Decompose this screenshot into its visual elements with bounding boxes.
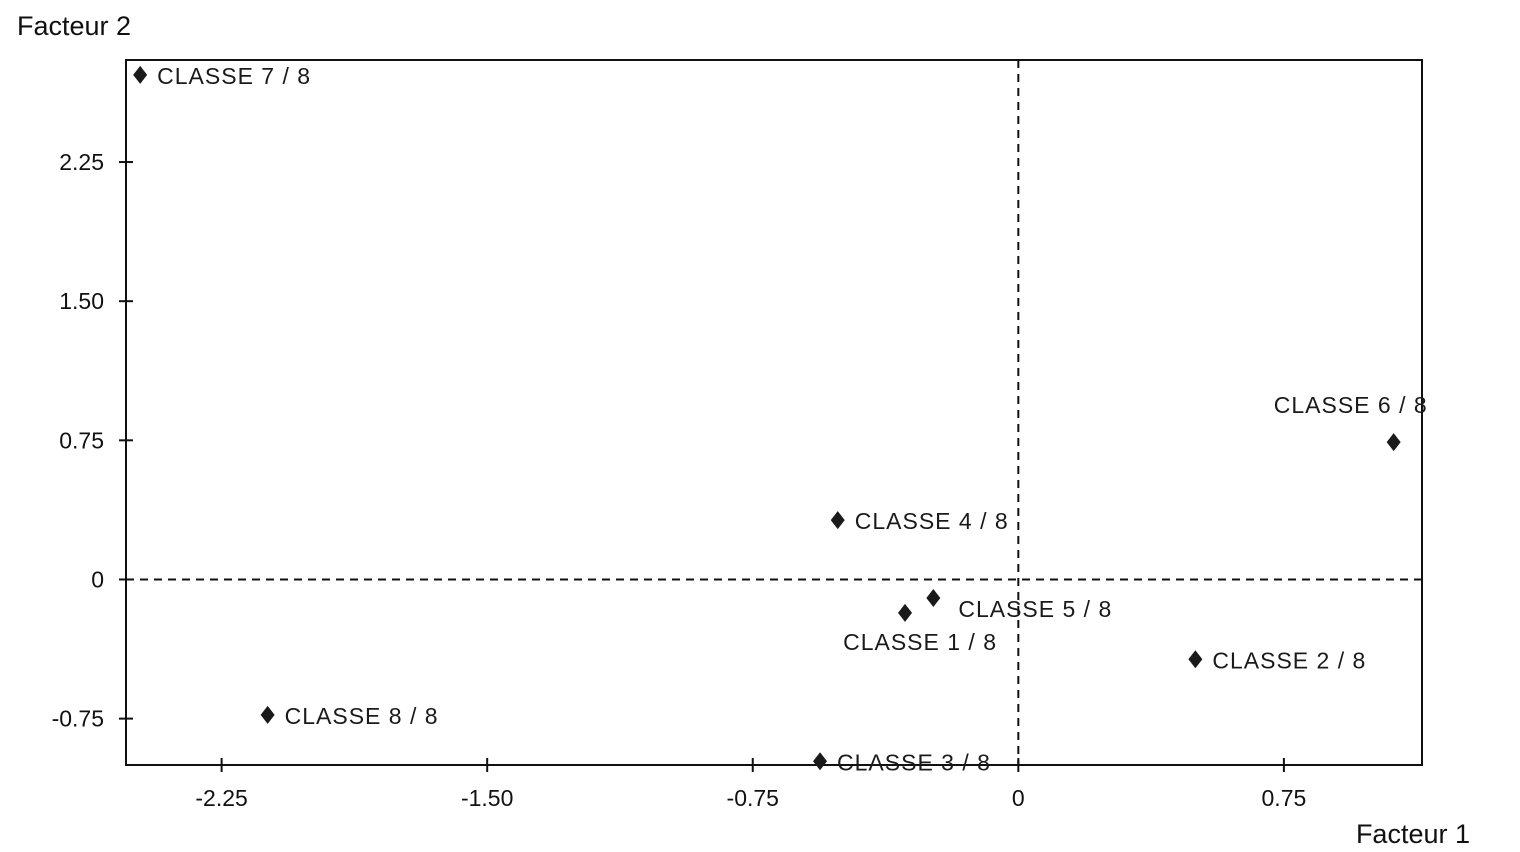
point-label: CLASSE 4 / 8 [855, 508, 1009, 534]
y-tick-label: -0.75 [52, 706, 104, 732]
data-points: CLASSE 7 / 8 CLASSE 6 / 8 CLASSE 4 / 8 CLAS… [133, 63, 1428, 775]
point-marker [1188, 650, 1203, 669]
plot-frame [125, 59, 1423, 766]
x-tick-label: 0 [1012, 785, 1025, 811]
point-marker [260, 705, 275, 724]
point-label: CLASSE 6 / 8 [1274, 392, 1428, 418]
point-marker [813, 752, 828, 771]
point-label: CLASSE 8 / 8 [285, 703, 439, 729]
point-label: CLASSE 2 / 8 [1212, 647, 1366, 673]
y-tick-label: 2.25 [59, 149, 104, 175]
point-marker [830, 511, 845, 530]
reference-lines [126, 60, 1422, 765]
point-marker [133, 65, 148, 84]
point-marker [926, 589, 941, 608]
y-tick-label: 0 [91, 566, 104, 592]
x-axis-title: Facteur 1 [1356, 819, 1470, 849]
y-tick-label: 1.50 [59, 288, 104, 314]
y-tick-label: 0.75 [59, 427, 104, 453]
x-tick-label: -2.25 [195, 785, 247, 811]
y-axis-title: Facteur 2 [17, 11, 131, 41]
axis-ticks: -2.25 -1.50 -0.75 0 0.75 -0.75 0 0.75 1.50 2.25 [52, 149, 1307, 811]
point-label: CLASSE 5 / 8 [958, 596, 1112, 622]
point-marker [898, 603, 913, 622]
point-label: CLASSE 7 / 8 [157, 63, 311, 89]
point-marker [1386, 433, 1401, 452]
x-tick-label: -1.50 [461, 785, 513, 811]
x-tick-label: 0.75 [1262, 785, 1307, 811]
point-label: CLASSE 1 / 8 [843, 629, 997, 655]
x-tick-label: -0.75 [727, 785, 779, 811]
point-label: CLASSE 3 / 8 [837, 749, 991, 775]
